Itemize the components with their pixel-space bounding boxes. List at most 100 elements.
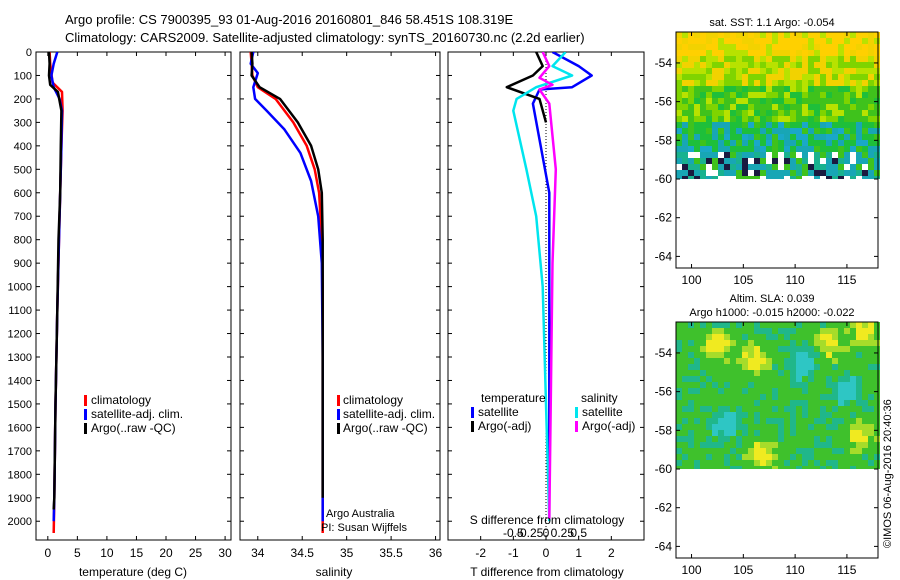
sst-cell [820,140,826,146]
sla-cell [850,466,856,470]
sla-cell [826,382,832,388]
sst-cell [682,128,688,134]
sla-cell [826,430,832,436]
sla-cell [802,328,808,334]
sla-cell [838,442,844,448]
sla-cell [874,352,880,358]
sst-cell [844,44,850,50]
sst-cell [718,116,724,122]
sst-cell [688,134,694,140]
sst-cell [736,140,742,146]
sla-cell [802,412,808,418]
sla-cell [862,334,868,340]
sla-cell [700,454,706,460]
sst-cell [736,44,742,50]
sst-cell [838,80,844,86]
sla-cell [772,460,778,466]
sst-cell [844,62,850,68]
sst-cell [676,134,682,140]
sla-cell [730,346,736,352]
sla-cell [682,334,688,340]
sst-cell [802,86,808,92]
sst-cell [700,86,706,92]
sla-cell [874,436,880,442]
sla-cell [868,406,874,412]
sst-cell [724,116,730,122]
sla-cell [862,442,868,448]
sla-cell [796,424,802,430]
sst-cell [868,104,874,110]
sla-cell [874,454,880,460]
sla-cell [682,406,688,412]
sla-cell [712,328,718,334]
sla-cell [688,322,694,328]
sla-cell [766,370,772,376]
sst-cell [766,164,772,170]
s-difference-label: S difference from climatology [470,513,625,527]
sst-cell [730,38,736,44]
sst-cell [808,134,814,140]
legend-label-argo-raw: Argo(..raw -QC) [91,421,176,435]
sst-cell [724,134,730,140]
sst-cell [700,32,706,38]
sla-cell [844,358,850,364]
x-tick-label: 0 [44,546,51,560]
sst-cell [826,32,832,38]
sla-cell [790,322,796,328]
sst-cell [784,98,790,104]
sla-cell [820,400,826,406]
sla-cell [796,364,802,370]
sst-cell [760,98,766,104]
sst-cell [754,44,760,50]
sst-cell [850,134,856,140]
sst-cell [868,38,874,44]
sst-cell [736,134,742,140]
sla-cell [676,376,682,382]
sla-cell [748,388,754,394]
sla-cell [742,454,748,460]
sst-cell [706,98,712,104]
sst-cell [742,140,748,146]
sla-cell [868,358,874,364]
sst-cell [838,152,844,158]
sla-cell [736,364,742,370]
sst-cell [850,38,856,44]
sst-cell [826,170,832,176]
sla-cell [874,460,880,466]
sla-cell [808,376,814,382]
sst-cell [676,56,682,62]
sla-cell [724,442,730,448]
sla-cell [778,352,784,358]
sla-cell [754,370,760,376]
sst-cell [844,152,850,158]
sla-cell [754,418,760,424]
sst-cell [784,110,790,116]
sst-cell [814,122,820,128]
sla-cell [682,430,688,436]
sst-cell [676,122,682,128]
sla-cell [778,376,784,382]
sst-cell [796,122,802,128]
sst-cell [730,116,736,122]
difference-xlabel: T difference from climatology [470,565,624,579]
sla-cell [790,466,796,470]
sla-cell [706,364,712,370]
sla-cell [718,460,724,466]
sst-cell [730,176,736,180]
sla-cell [676,364,682,370]
map-x-tick-label: 115 [837,273,856,287]
sla-cell [766,442,772,448]
sla-cell [736,418,742,424]
sla-cell [850,340,856,346]
sla-cell [838,466,844,470]
sst-cell [862,158,868,164]
sla-cell [748,412,754,418]
sst-cell [790,32,796,38]
sst-cell [688,140,694,146]
sla-cell [814,406,820,412]
sla-cell [838,424,844,430]
sla-cell [772,340,778,346]
sla-cell [808,424,814,430]
sst-cell [832,98,838,104]
sst-map-frame [675,31,879,269]
